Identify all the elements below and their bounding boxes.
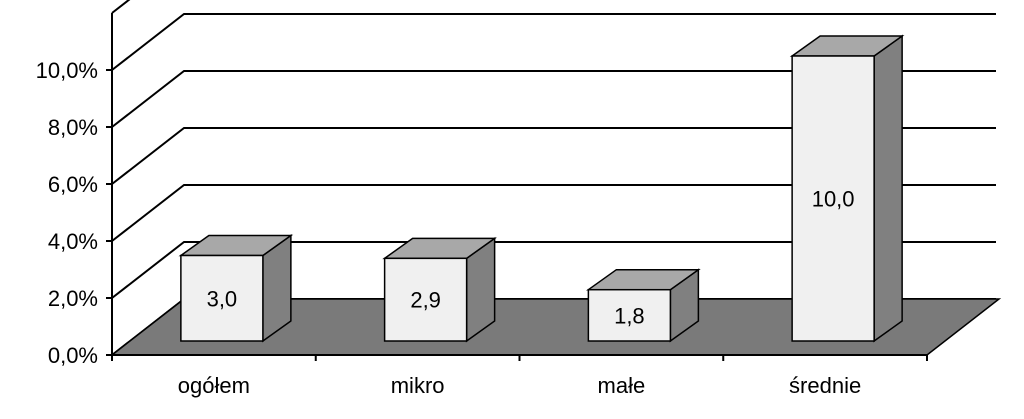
bar-front <box>587 288 672 342</box>
y-tick-label: 0,0% <box>48 343 98 368</box>
bar-front <box>180 254 264 342</box>
y-tick-label: 10,0% <box>36 58 98 83</box>
y-tick-label: 4,0% <box>48 229 98 254</box>
bar <box>789 34 905 343</box>
y-tick-label: 8,0% <box>48 115 98 140</box>
y-tick-label: 2,0% <box>48 286 98 311</box>
labels: 0,0% 2,0% 4,0% 6,0% 8,0% 10,0% 3,0 ogółem 2,9 mik… <box>36 58 862 398</box>
category-label: ogółem <box>178 373 250 398</box>
gridline <box>111 241 996 299</box>
gridline <box>111 0 131 14</box>
category-label: mikro <box>391 373 445 398</box>
gridline <box>111 70 996 128</box>
bar <box>178 234 294 343</box>
gridline <box>111 127 996 185</box>
category-label: średnie <box>789 373 861 398</box>
bar-front <box>383 257 468 342</box>
bar-side <box>873 34 903 343</box>
data-label: 10,0 <box>812 187 855 212</box>
bar-front <box>791 55 875 342</box>
y-tick-label: 6,0% <box>48 172 98 197</box>
gridline <box>111 184 996 242</box>
bar <box>586 268 701 343</box>
bars <box>178 34 905 343</box>
data-label: 2,9 <box>410 288 441 313</box>
gridline <box>111 13 996 71</box>
axes <box>106 13 928 361</box>
bar <box>382 236 497 343</box>
category-label: małe <box>598 373 646 398</box>
data-label: 3,0 <box>207 286 238 311</box>
data-label: 1,8 <box>614 303 645 328</box>
